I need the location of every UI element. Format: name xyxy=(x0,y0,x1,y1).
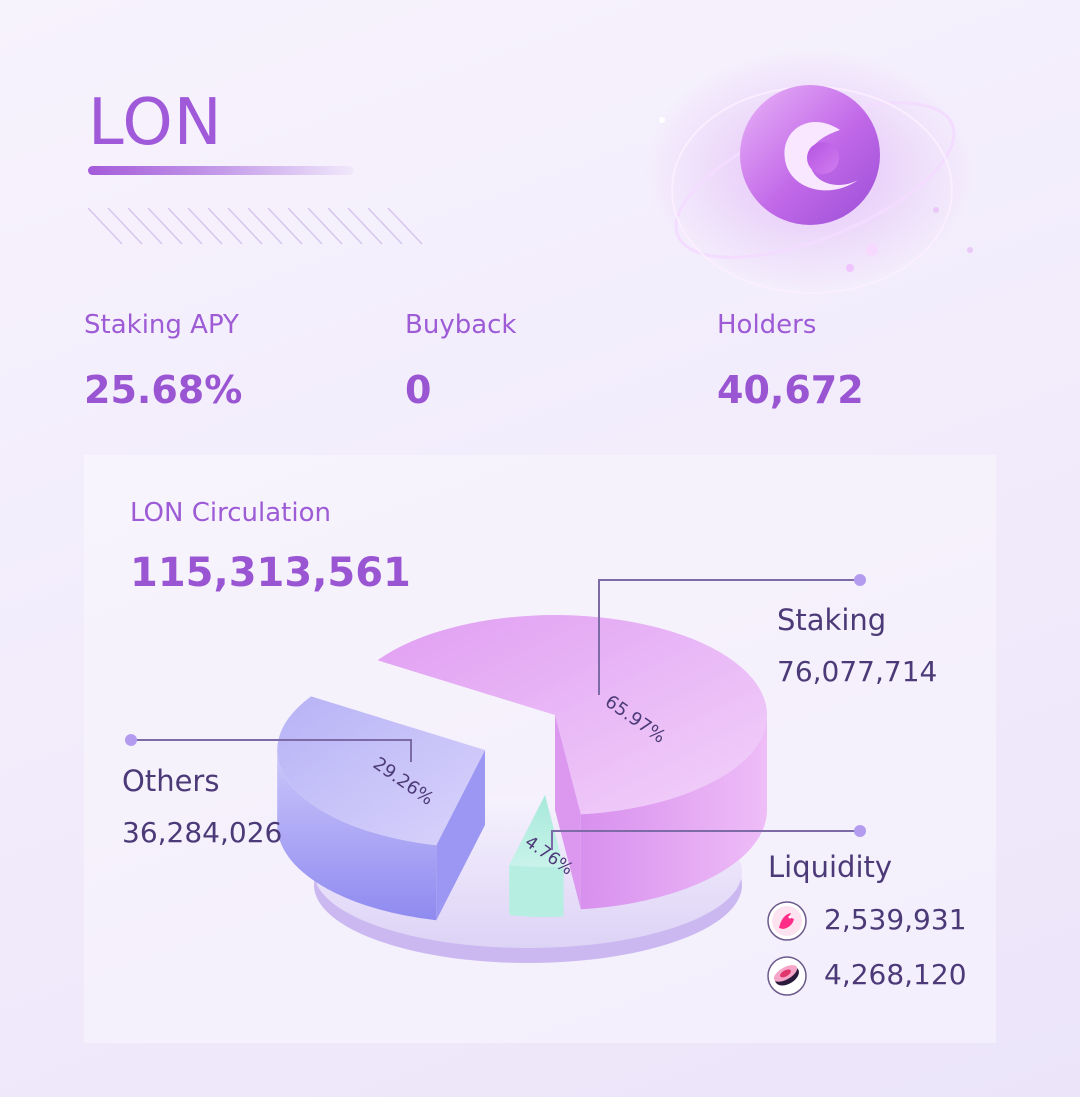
holders-stat: Holders 40,672 xyxy=(717,310,864,412)
pie-slice-others-side xyxy=(277,750,437,921)
title-underline xyxy=(88,166,354,175)
pie-slice-staking-side xyxy=(580,715,768,910)
holders-label: Holders xyxy=(717,310,817,340)
holders-value: 40,672 xyxy=(717,368,864,412)
decorative-hatch xyxy=(88,208,423,245)
page-title: LON xyxy=(88,86,223,160)
staking-apy-label: Staking APY xyxy=(84,310,239,340)
legend-staking-value: 76,077,714 xyxy=(777,655,938,688)
pie-slice-others xyxy=(277,696,485,846)
pie-slice-liquidity xyxy=(509,795,564,868)
liquidity-sushiswap-value: 4,268,120 xyxy=(824,958,967,991)
circulation-label: LON Circulation xyxy=(130,498,331,528)
sushiswap-icon xyxy=(767,956,807,996)
liquidity-uniswap-value: 2,539,931 xyxy=(824,903,967,936)
legend-liquidity-name: Liquidity xyxy=(768,850,893,884)
buyback-value: 0 xyxy=(405,368,432,412)
leader-dot-staking xyxy=(854,574,866,586)
staking-apy-stat: Staking APY 25.68% xyxy=(84,310,242,412)
lon-logo-icon xyxy=(645,50,975,294)
legend-others-value: 36,284,026 xyxy=(122,816,283,849)
leader-line-liquidity xyxy=(551,830,860,850)
pie-slice-staking-cut xyxy=(555,715,581,910)
circulation-value: 115,313,561 xyxy=(130,550,411,596)
leader-line-staking xyxy=(598,579,860,695)
uniswap-icon xyxy=(767,901,807,941)
leader-dot-liquidity xyxy=(854,825,866,837)
buyback-stat: Buyback 0 xyxy=(405,310,517,412)
pie-slice-others-cut xyxy=(436,750,485,921)
staking-apy-value: 25.68% xyxy=(84,368,243,412)
leader-line-others xyxy=(131,739,412,762)
legend-others-name: Others xyxy=(122,764,220,798)
leader-dot-others xyxy=(125,734,137,746)
pie-slice-staking xyxy=(377,615,768,815)
pie-slice-liquidity-side xyxy=(509,865,564,918)
legend-staking-name: Staking xyxy=(777,603,887,637)
buyback-label: Buyback xyxy=(405,310,517,340)
